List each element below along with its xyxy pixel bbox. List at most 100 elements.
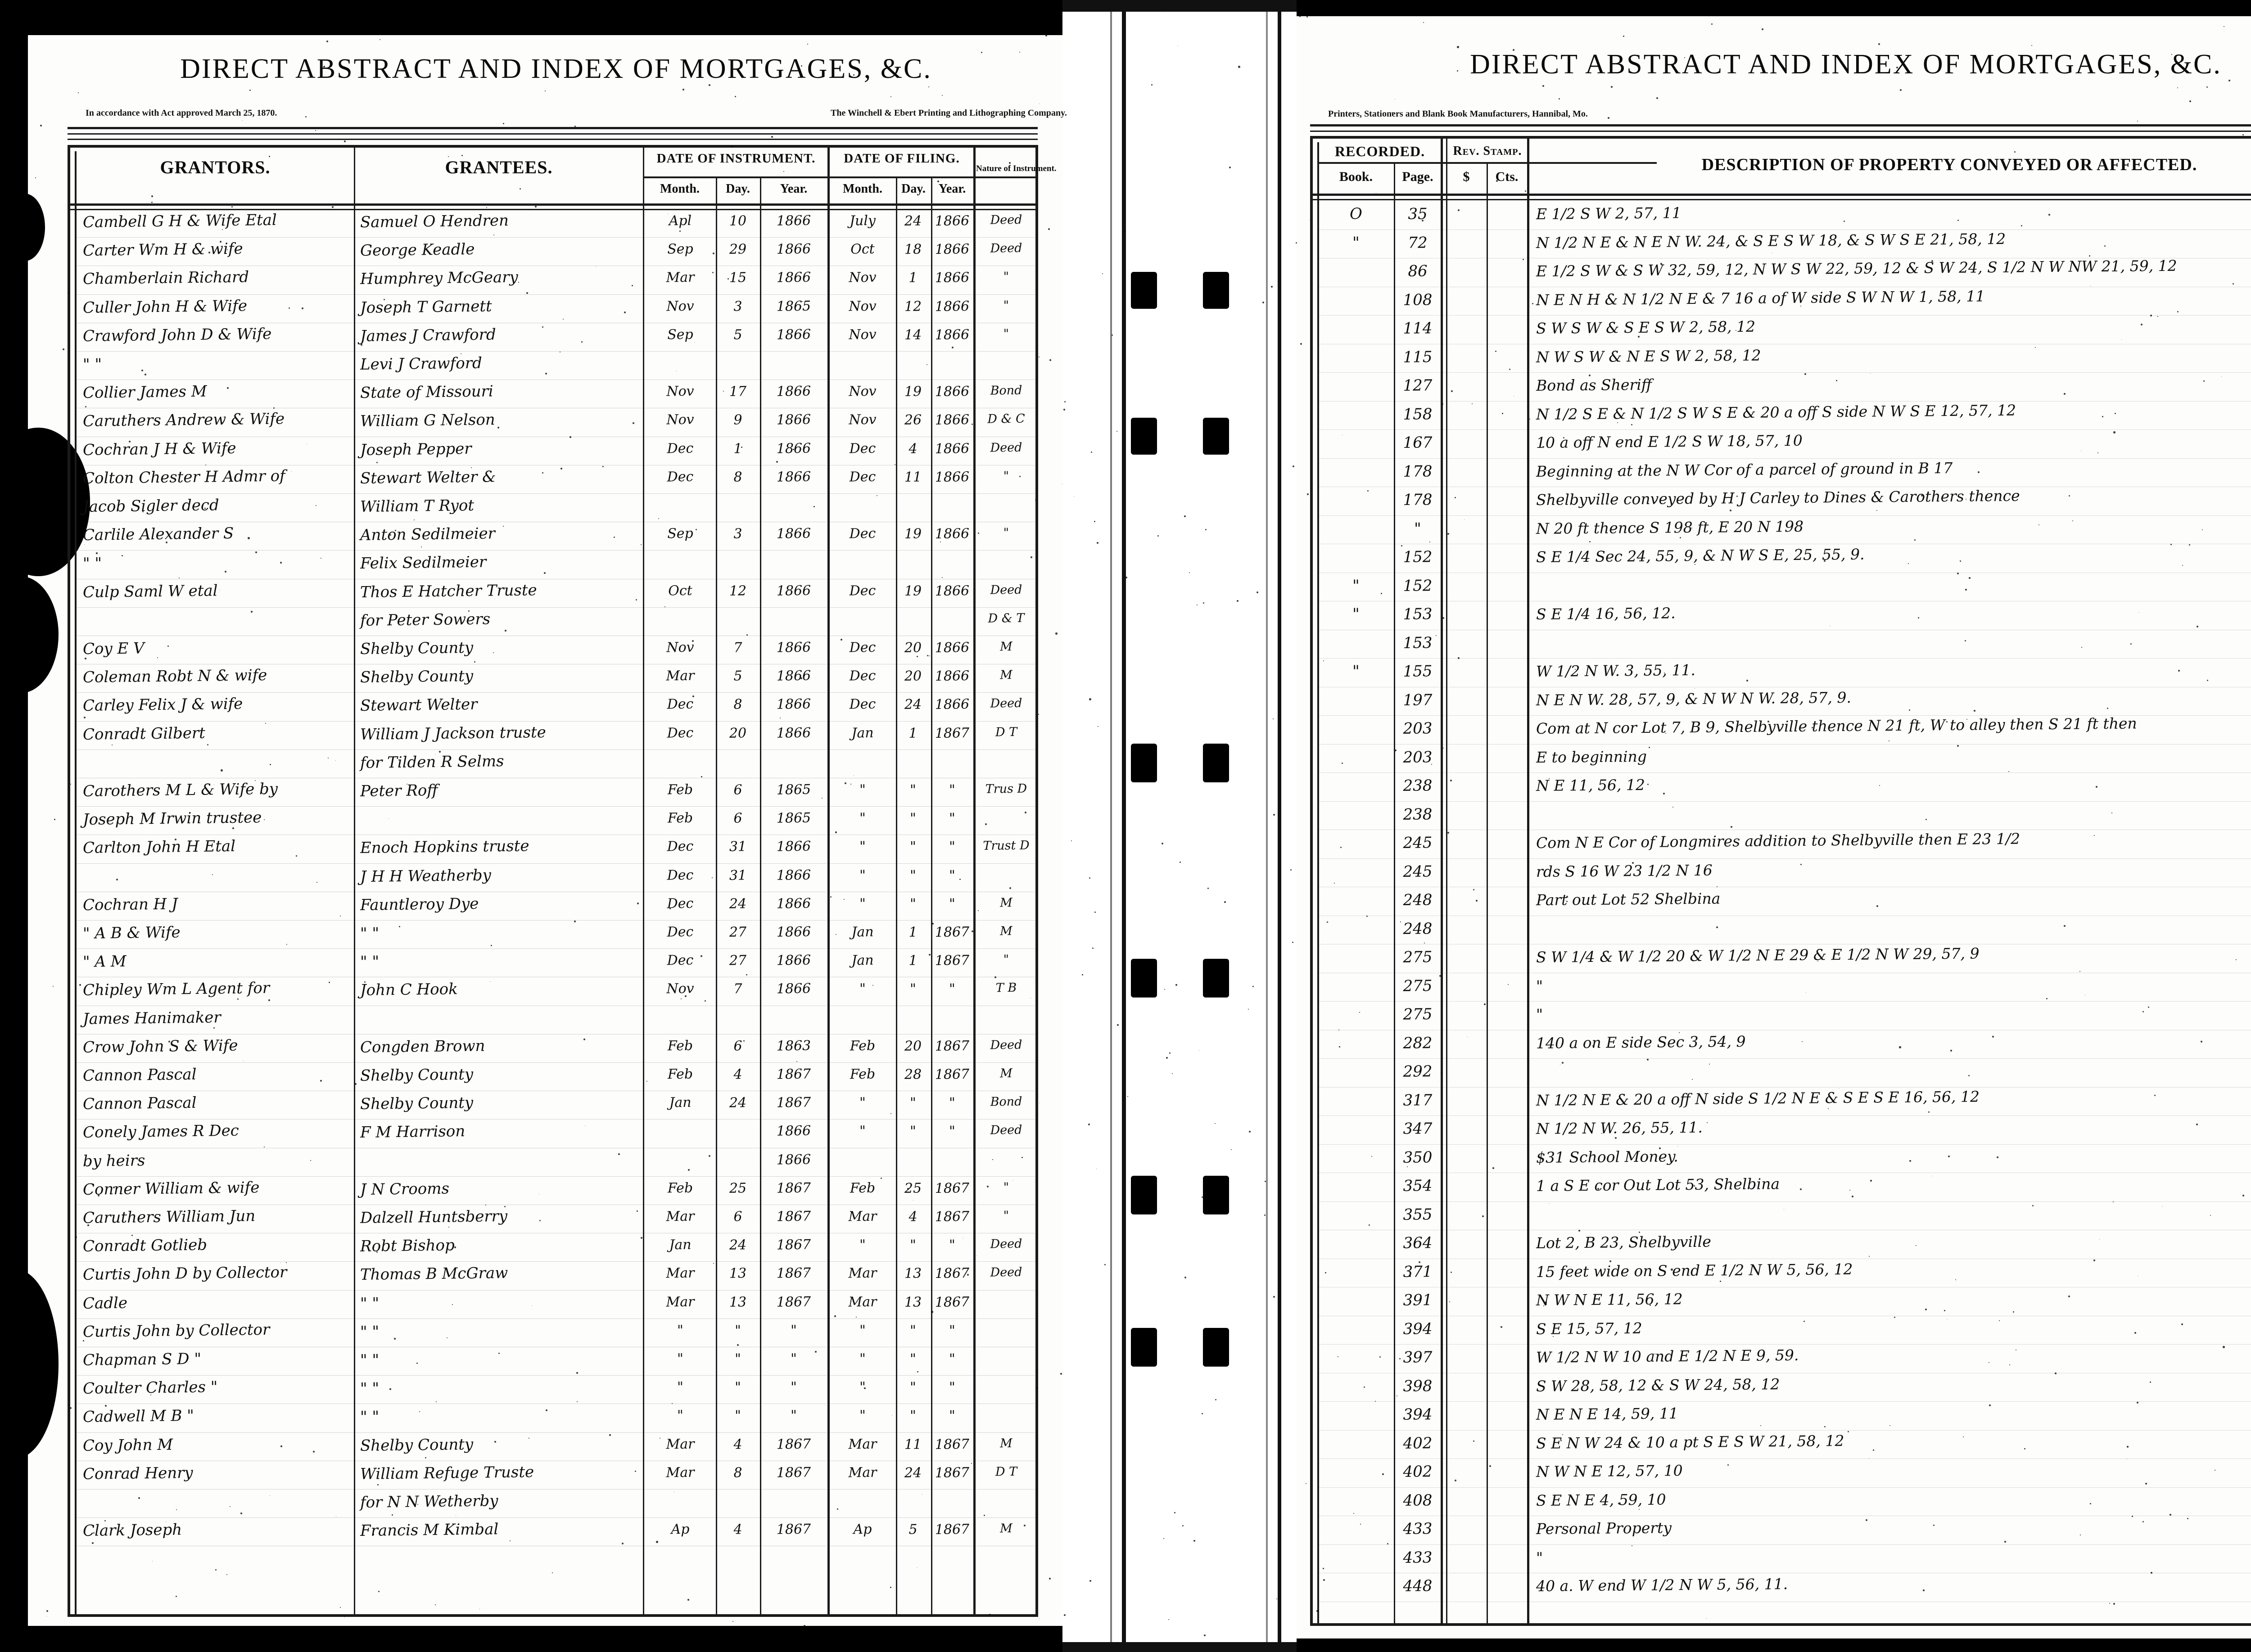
scan-speck bbox=[1237, 600, 1239, 602]
scan-speck bbox=[1529, 419, 1530, 420]
scan-speck bbox=[269, 156, 270, 157]
ledger-cell: 24 bbox=[729, 1237, 747, 1253]
ledger-cell: Deed bbox=[990, 696, 1022, 711]
scan-speck bbox=[837, 1508, 838, 1510]
subheader-rule bbox=[644, 176, 1038, 178]
scan-speck bbox=[504, 1206, 506, 1208]
scan-speck bbox=[1545, 1303, 1547, 1305]
ledger-cell: " bbox=[1003, 469, 1009, 483]
scan-speck bbox=[2177, 311, 2179, 312]
scan-speck bbox=[178, 679, 179, 680]
ledger-cell: 248 bbox=[1403, 891, 1433, 909]
scan-speck bbox=[1025, 812, 1026, 813]
scan-speck bbox=[2137, 1402, 2138, 1404]
scan-speck bbox=[2109, 1603, 2111, 1604]
ledger-cell: Mar bbox=[848, 1265, 877, 1282]
scan-speck bbox=[1760, 1425, 1761, 1426]
scan-speck bbox=[329, 982, 330, 983]
scan-speck bbox=[417, 1504, 418, 1505]
scan-speck bbox=[1472, 403, 1473, 405]
ledger-cell: 1867 bbox=[776, 1521, 811, 1538]
scan-speck bbox=[1292, 942, 1294, 943]
scan-speck bbox=[1238, 66, 1240, 68]
ledger-cell: Feb bbox=[850, 1066, 876, 1083]
scan-speck bbox=[1549, 1203, 1550, 1204]
ledger-cell: 86 bbox=[1408, 262, 1428, 280]
ledger-cell: 1866 bbox=[935, 469, 970, 485]
ledger-cell: Levi J Crawford bbox=[360, 354, 482, 374]
ledger-cell: D & C bbox=[987, 412, 1025, 427]
ledger-cell: 1866 bbox=[776, 326, 811, 343]
scan-speck bbox=[1575, 669, 1576, 670]
ledger-cell: 4 bbox=[733, 1436, 742, 1453]
ledger-cell: Dec bbox=[849, 639, 876, 656]
scan-speck bbox=[1064, 1614, 1066, 1616]
ledger-cell: 433 bbox=[1403, 1548, 1433, 1567]
scan-speck bbox=[176, 1509, 177, 1510]
scan-speck bbox=[63, 348, 64, 350]
scan-speck bbox=[1824, 1426, 1826, 1428]
scan-speck bbox=[1957, 745, 1959, 747]
row-rule bbox=[75, 1176, 1037, 1177]
scan-speck bbox=[98, 1195, 100, 1197]
scan-speck bbox=[929, 655, 930, 656]
scan-speck bbox=[602, 466, 604, 468]
ledger-cell: 398 bbox=[1403, 1377, 1433, 1395]
scan-speck bbox=[664, 606, 665, 607]
ledger-cell: 24 bbox=[904, 1465, 922, 1481]
ledger-cell: 20 bbox=[904, 640, 922, 656]
ledger-cell: 248 bbox=[1403, 919, 1433, 938]
ledger-cell: 6 bbox=[733, 810, 742, 826]
col-header-grantors: GRANTORS. bbox=[160, 157, 271, 177]
scan-speck bbox=[1442, 403, 1443, 405]
ledger-cell: 1867 bbox=[776, 1066, 811, 1083]
ledger-cell: D T bbox=[995, 1464, 1017, 1479]
scan-speck bbox=[1948, 1155, 1950, 1157]
ledger-cell: 20 bbox=[904, 668, 922, 685]
scan-speck bbox=[2104, 245, 2106, 247]
scan-speck bbox=[632, 285, 633, 286]
scan-speck bbox=[656, 1541, 658, 1543]
ledger-cell: Conrad Henry bbox=[82, 1463, 193, 1483]
binding-punch-hole bbox=[1203, 959, 1229, 998]
scan-speck bbox=[1684, 57, 1685, 58]
scan-speck bbox=[253, 4, 255, 6]
row-rule bbox=[1317, 1458, 2251, 1459]
col-header-book: Book. bbox=[1339, 169, 1373, 184]
scan-speck bbox=[207, 744, 209, 746]
ledger-cell: Ap bbox=[853, 1521, 872, 1538]
scan-speck bbox=[302, 307, 303, 309]
col-header-description: DESCRIPTION OF PROPERTY CONVEYED OR AFFE… bbox=[1701, 155, 2197, 174]
scan-speck bbox=[340, 1607, 341, 1608]
scan-speck bbox=[2170, 544, 2172, 545]
scan-speck bbox=[280, 1445, 282, 1447]
scan-speck bbox=[1182, 1525, 1184, 1526]
scan-speck bbox=[2024, 1448, 2025, 1449]
ledger-cell: " bbox=[859, 895, 866, 912]
ledger-cell: Crow John S & Wife bbox=[82, 1036, 238, 1056]
scan-speck bbox=[104, 1418, 105, 1419]
scan-speck bbox=[681, 998, 682, 999]
scan-speck bbox=[1300, 343, 1302, 345]
scan-speck bbox=[1117, 1024, 1119, 1026]
ledger-cell: Sep bbox=[667, 326, 693, 343]
scan-blotch bbox=[0, 576, 59, 693]
scan-speck bbox=[636, 599, 637, 600]
scan-speck bbox=[1731, 826, 1732, 828]
scan-speck bbox=[937, 181, 939, 182]
scan-speck bbox=[286, 944, 288, 945]
scan-speck bbox=[2197, 626, 2199, 628]
scan-speck bbox=[1617, 440, 1618, 441]
ledger-cell: William T Ryot bbox=[360, 496, 475, 516]
scan-speck bbox=[830, 896, 832, 898]
scan-speck bbox=[972, 930, 974, 933]
ledger-cell: M bbox=[999, 1436, 1013, 1450]
scan-speck bbox=[1525, 190, 1526, 192]
scan-speck bbox=[1422, 220, 1424, 221]
scan-speck bbox=[344, 140, 346, 142]
ledger-cell: " bbox=[859, 1322, 866, 1339]
ledger-cell: Robt Bishop bbox=[360, 1236, 455, 1256]
ledger-cell: Nov bbox=[666, 981, 694, 997]
scan-speck bbox=[1513, 49, 1514, 51]
scan-speck bbox=[1800, 1188, 1802, 1191]
